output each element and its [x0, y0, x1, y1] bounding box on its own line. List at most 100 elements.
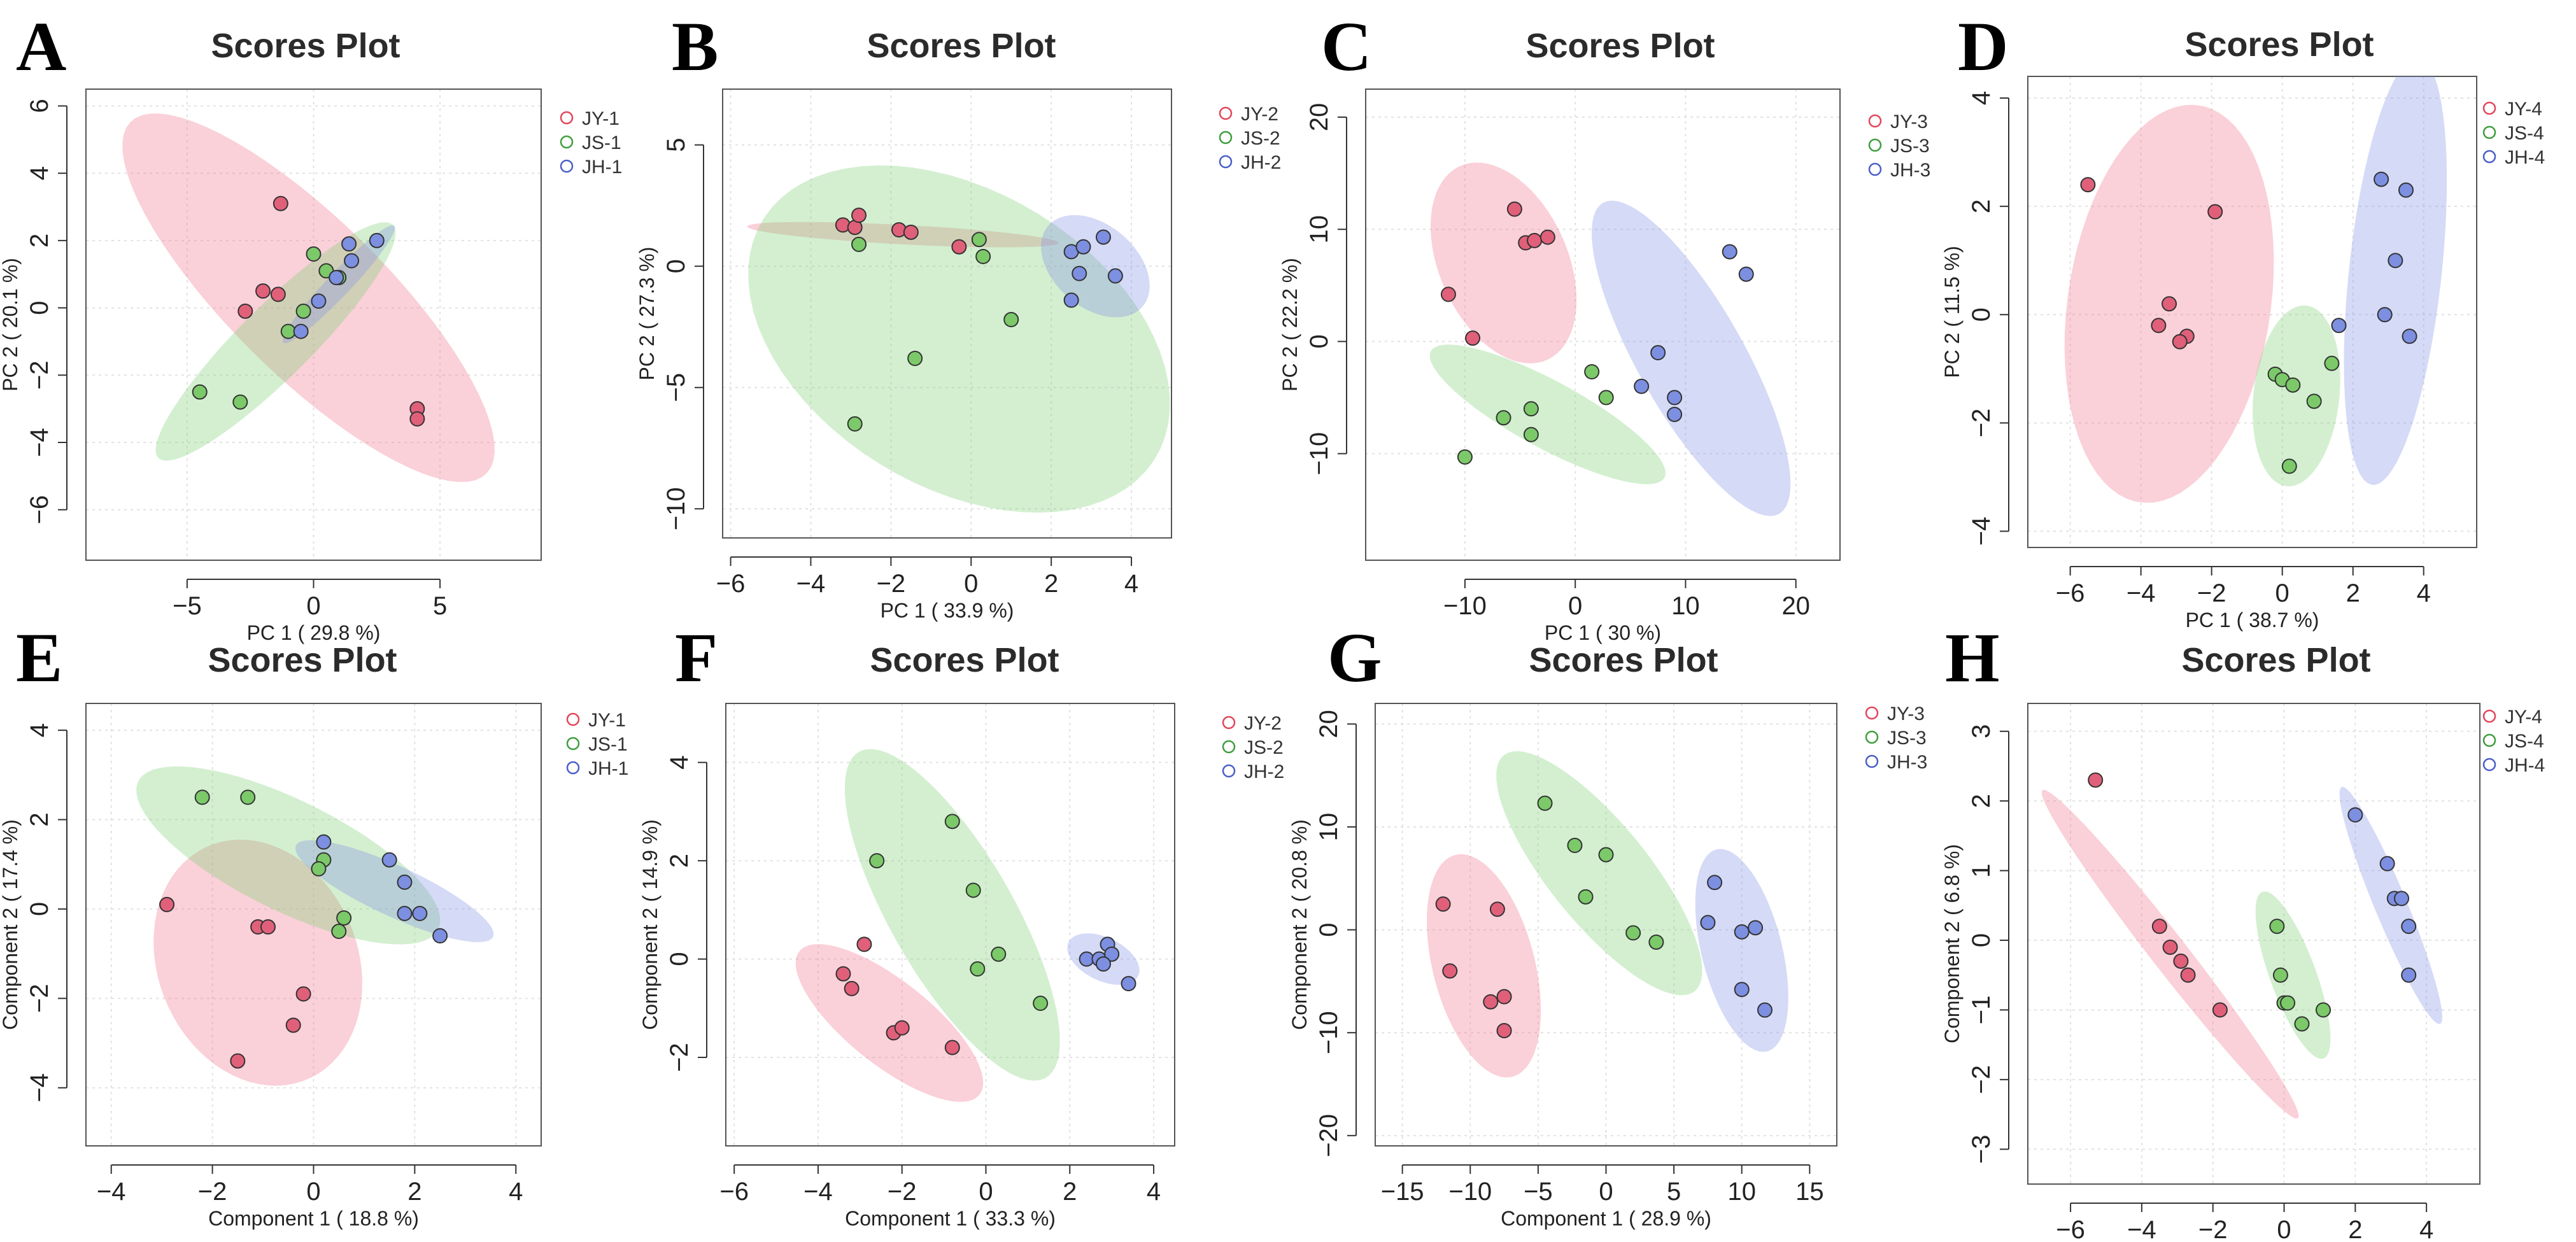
point-jh-4: [2401, 919, 2417, 935]
legend-label: JY-3: [1890, 111, 1928, 132]
point-jh-1: [311, 293, 327, 309]
chart-title: Scores Plot: [2184, 25, 2374, 64]
data-points: [159, 789, 448, 1069]
point-jh-3: [1707, 875, 1723, 891]
point-js-2: [869, 853, 885, 869]
ellipse-jh-3: [1695, 849, 1788, 1052]
x-tick-label: −4: [2127, 579, 2156, 607]
x-axis: −15 −10 −5 0 5 10 15 Component 1 ( 28.9 %): [1381, 1164, 1824, 1230]
point-jy-2: [951, 239, 967, 255]
y-tick-label: 4: [25, 166, 53, 180]
panel-letter: H: [1945, 619, 2000, 696]
point-jy-4: [2080, 177, 2096, 193]
point-jh-1: [341, 236, 357, 252]
legend-marker-jh-1: [560, 159, 574, 173]
x-axis-label: PC 1 ( 33.9 %): [881, 599, 1014, 622]
y-tick-label: 10: [1305, 215, 1333, 244]
x-tick-label: −2: [877, 570, 906, 598]
y-tick-label: −6: [25, 495, 53, 525]
point-js-1: [194, 789, 210, 805]
data-points: [2088, 772, 2417, 1032]
y-axis: −10 0 10 20 PC 2 ( 22.2 %): [1278, 103, 1347, 476]
plot-frame: [2027, 76, 2477, 548]
point-jh-4: [2379, 856, 2395, 872]
point-jy-3: [1496, 989, 1512, 1005]
y-axis: −4 −2 0 2 4 PC 2 ( 11.5 %): [1941, 91, 2009, 546]
legend-label: JS-3: [1890, 136, 1930, 157]
confidence-ellipses: [136, 766, 494, 1086]
legend: JY-3 JS-3 JH-3: [1868, 111, 1930, 181]
y-axis: −10 −5 0 5 PC 2 ( 27.3 %): [635, 138, 704, 530]
data-points: [1440, 201, 1754, 465]
y-axis: −20 −10 0 10 20 Component 2 ( 20.8 %): [1288, 710, 1357, 1157]
point-jy-1: [255, 283, 271, 299]
grid: [726, 703, 1175, 1146]
y-tick-label: 0: [1967, 933, 1995, 947]
point-js-2: [970, 961, 986, 977]
point-jh-1: [344, 253, 360, 269]
point-jh-4: [2347, 807, 2363, 823]
point-jy-2: [944, 1040, 960, 1055]
grid: [86, 89, 541, 560]
legend-label: JS-4: [2505, 123, 2544, 144]
point-js-3: [1598, 390, 1614, 406]
x-tick-label: 10: [1671, 592, 1700, 620]
legend: JY-2 JS-2 JH-2: [1222, 713, 1284, 782]
x-tick-label: −10: [1443, 592, 1487, 620]
x-tick-label: −4: [803, 1178, 833, 1206]
legend-label: JS-3: [1887, 728, 1927, 749]
legend-label: JY-4: [2505, 99, 2542, 120]
x-tick-label: 4: [1124, 570, 1138, 598]
y-tick-label: 2: [665, 854, 693, 868]
legend-marker-jy-2: [1222, 716, 1236, 730]
legend-label: JH-2: [1244, 761, 1284, 782]
y-axis-label: PC 2 ( 20.1 %): [0, 258, 22, 392]
legend-marker-jh-4: [2482, 758, 2496, 772]
point-js-2: [971, 232, 987, 248]
y-tick-label: −5: [662, 373, 690, 402]
point-js-3: [1457, 449, 1473, 465]
legend-marker-jh-3: [1868, 162, 1882, 176]
point-jh-3: [1734, 982, 1750, 998]
legend: JY-4 JS-4 JH-4: [2482, 707, 2545, 776]
legend-label: JH-3: [1890, 160, 1930, 181]
point-jh-4: [2398, 182, 2414, 198]
y-axis-label: PC 2 ( 11.5 %): [1941, 246, 1964, 378]
legend-marker-jh-1: [566, 761, 580, 775]
x-tick-label: 10: [1727, 1178, 1756, 1206]
y-tick-label: 2: [1967, 794, 1995, 808]
panel-letter: G: [1327, 619, 1382, 696]
ellipse-jy-2: [795, 944, 984, 1102]
y-axis-label: PC 2 ( 27.3 %): [635, 247, 658, 381]
confidence-ellipses: [2041, 787, 2442, 1119]
legend-marker-jy-3: [1868, 114, 1882, 128]
y-tick-label: 0: [665, 952, 693, 966]
legend-label: JY-1: [588, 710, 626, 731]
legend: JY-2 JS-2 JH-2: [1219, 104, 1281, 173]
y-axis-label: Component 2 ( 14.9 %): [639, 819, 662, 1030]
x-tick-label: 0: [1599, 1178, 1613, 1206]
x-axis-label: Component 1 ( 28.9 %): [1501, 1207, 1711, 1230]
x-tick-label: −5: [1524, 1178, 1553, 1206]
x-tick-label: −6: [719, 1178, 749, 1206]
point-js-3: [1648, 934, 1664, 950]
point-js-1: [336, 910, 352, 926]
y-tick-label: 0: [25, 902, 53, 916]
point-jh-3: [1748, 920, 1764, 936]
point-jh-2: [1095, 956, 1111, 972]
y-tick-label: 0: [1967, 307, 1995, 321]
legend-marker-jy-1: [566, 712, 580, 726]
point-jh-1: [316, 834, 332, 850]
point-jy-1: [237, 303, 253, 319]
point-jy-3: [1483, 994, 1499, 1010]
x-tick-label: 0: [2275, 579, 2289, 607]
point-jh-2: [1075, 239, 1091, 255]
ellipse-js-2: [748, 165, 1170, 513]
y-tick-label: 2: [25, 234, 53, 248]
legend-marker-jh-2: [1219, 155, 1233, 169]
chart-title: Scores Plot: [1529, 641, 1718, 679]
y-tick-label: 10: [1315, 813, 1343, 842]
ellipse-js-4: [2253, 305, 2340, 486]
point-js-1: [192, 384, 208, 400]
